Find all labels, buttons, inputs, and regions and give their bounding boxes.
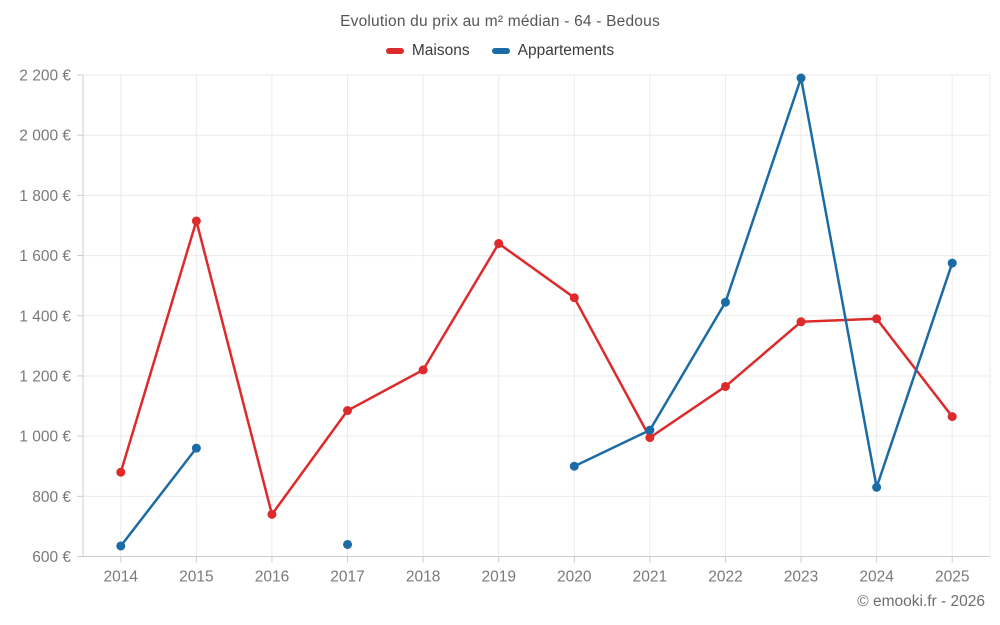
maisons-point-2020[interactable] xyxy=(569,293,579,303)
gridlines xyxy=(83,74,991,557)
watermark-credit: © emooki.fr - 2026 xyxy=(857,593,985,610)
maisons-point-2022[interactable] xyxy=(720,381,730,391)
y-tick-label-1600: 1 600 € xyxy=(19,248,71,265)
series-appartements xyxy=(116,73,957,551)
y-tick-label-2200: 2 200 € xyxy=(19,68,71,85)
x-tick-label-2020: 2020 xyxy=(557,569,592,586)
y-tick-label-800: 800 € xyxy=(32,489,71,506)
appartements-point-2020[interactable] xyxy=(569,461,579,471)
chart-legend: Maisons Appartements xyxy=(0,42,1000,60)
appartements-swatch-icon xyxy=(491,48,510,54)
x-tick-label-2021: 2021 xyxy=(633,569,667,586)
x-tick-label-2014: 2014 xyxy=(104,569,139,586)
legend-item-maisons[interactable]: Maisons xyxy=(385,42,470,60)
y-tick-label-1000: 1 000 € xyxy=(19,429,71,446)
appartements-point-2025[interactable] xyxy=(947,258,957,268)
appartements-point-2017[interactable] xyxy=(343,539,353,549)
tick-labels: 600 € 800 € 1 000 € 1 200 € 1 400 € 1 600 € 1 … xyxy=(19,68,969,586)
x-tick-label-2015: 2015 xyxy=(179,569,213,586)
appartements-point-2023[interactable] xyxy=(796,73,806,83)
y-tick-label-1800: 1 800 € xyxy=(19,188,71,205)
axes xyxy=(77,74,990,563)
appartements-point-2014[interactable] xyxy=(116,541,126,551)
appartements-point-2021[interactable] xyxy=(645,425,655,435)
maisons-line xyxy=(119,219,954,516)
x-tick-label-2017: 2017 xyxy=(330,569,364,586)
maisons-point-2016[interactable] xyxy=(267,509,277,519)
maisons-point-2015[interactable] xyxy=(191,216,201,226)
maisons-point-2019[interactable] xyxy=(494,239,504,249)
x-tick-label-2022: 2022 xyxy=(708,569,742,586)
appartements-point-2024[interactable] xyxy=(872,482,882,492)
x-tick-label-2024: 2024 xyxy=(859,569,894,586)
maisons-point-2023[interactable] xyxy=(796,317,806,327)
appartements-point-2015[interactable] xyxy=(191,443,201,453)
maisons-point-2021[interactable] xyxy=(645,433,655,443)
chart-title: Evolution du prix au m² médian - 64 - Be… xyxy=(340,13,660,30)
maisons-point-2017[interactable] xyxy=(343,406,353,416)
series-maisons xyxy=(116,216,957,519)
maisons-point-2025[interactable] xyxy=(947,412,957,422)
maisons-swatch-icon xyxy=(385,48,404,54)
appartements-line xyxy=(119,446,198,548)
y-tick-label-1400: 1 400 € xyxy=(19,308,71,325)
x-tick-label-2023: 2023 xyxy=(784,569,818,586)
maisons-point-2024[interactable] xyxy=(872,314,882,324)
x-tick-label-2019: 2019 xyxy=(481,569,515,586)
y-tick-label-2000: 2 000 € xyxy=(19,128,71,145)
x-tick-label-2025: 2025 xyxy=(935,569,969,586)
legend-label-appartements: Appartements xyxy=(517,42,615,59)
maisons-point-2014[interactable] xyxy=(116,467,126,477)
y-tick-label-600: 600 € xyxy=(32,549,71,566)
legend-label-maisons: Maisons xyxy=(411,42,470,59)
x-tick-label-2016: 2016 xyxy=(255,569,289,586)
maisons-point-2018[interactable] xyxy=(418,365,428,375)
appartements-line xyxy=(573,76,954,489)
legend-item-appartements[interactable]: Appartements xyxy=(491,42,615,60)
appartements-point-2022[interactable] xyxy=(720,297,730,307)
y-tick-label-1200: 1 200 € xyxy=(19,368,71,385)
x-tick-label-2018: 2018 xyxy=(406,569,440,586)
